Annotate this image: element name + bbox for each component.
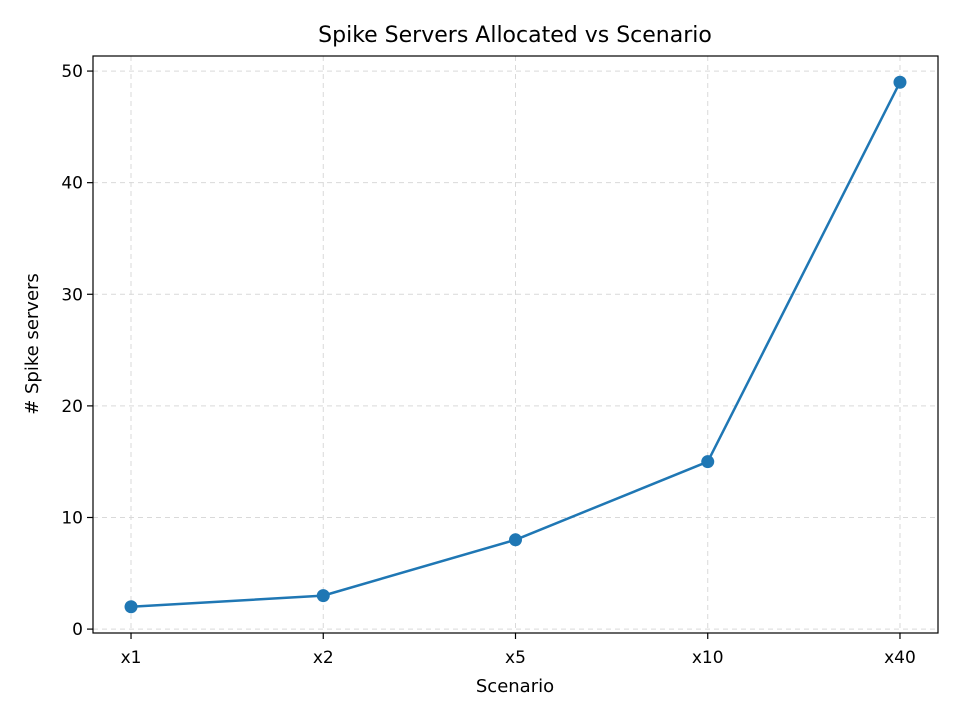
x-tick-label: x5 <box>505 648 526 668</box>
data-point <box>124 600 138 614</box>
y-axis-ticks: 0 10 20 30 40 50 <box>61 62 93 640</box>
data-point <box>701 455 715 469</box>
y-tick-label: 40 <box>61 174 83 194</box>
data-point <box>509 533 522 547</box>
y-tick-label: 50 <box>61 62 83 82</box>
plot-frame <box>92 55 939 634</box>
x-tick-label: x40 <box>884 648 916 668</box>
chart-title: Spike Servers Allocated vs Scenario <box>318 23 712 48</box>
data-point <box>316 589 330 603</box>
series-group <box>124 75 907 614</box>
x-tick-label: x2 <box>313 648 334 668</box>
y-tick-label: 30 <box>61 285 83 305</box>
data-point <box>893 75 907 89</box>
x-axis-label: Scenario <box>476 676 554 697</box>
y-axis-label: # Spike servers <box>22 273 43 415</box>
y-tick-label: 10 <box>61 508 83 528</box>
grid-lines <box>93 56 938 633</box>
x-tick-label: x10 <box>692 648 724 668</box>
y-tick-label: 0 <box>72 620 83 640</box>
x-tick-label: x1 <box>121 648 142 668</box>
y-tick-label: 20 <box>61 397 83 417</box>
x-axis-ticks: x1 x2 x5 x10 x40 <box>121 633 916 668</box>
